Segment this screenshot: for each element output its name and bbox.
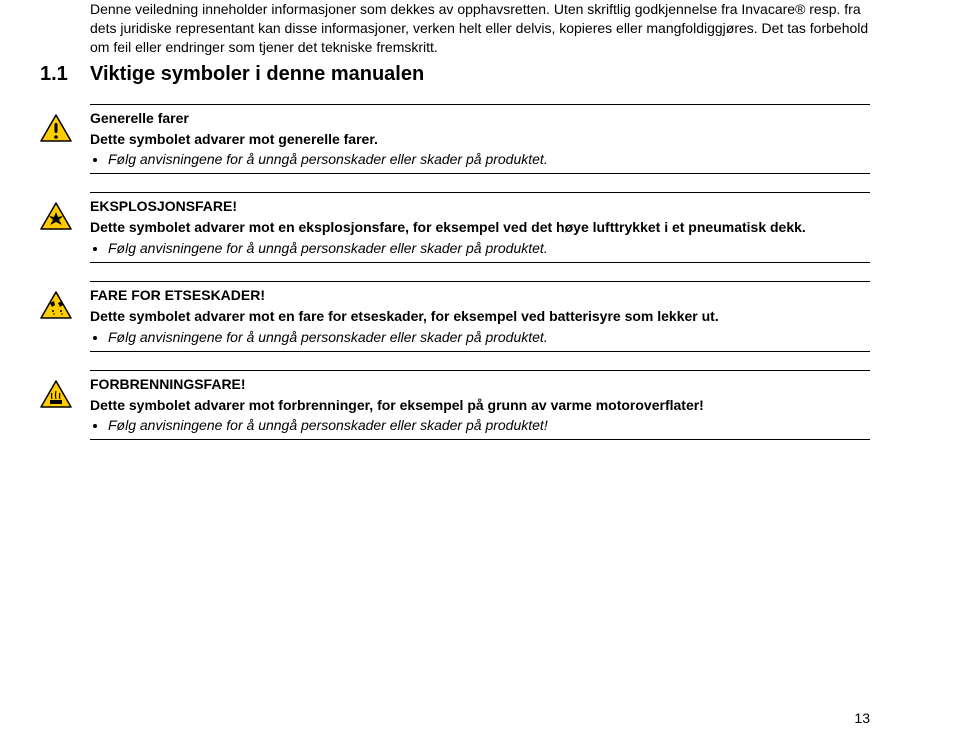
warning-corrosive-icon bbox=[40, 291, 72, 319]
hazard-subtext: Dette symbolet advarer mot forbrenninger… bbox=[90, 396, 870, 415]
divider bbox=[90, 370, 870, 371]
hazard-subtext: Dette symbolet advarer mot en eksplosjon… bbox=[90, 218, 870, 237]
warning-generic-icon bbox=[40, 114, 72, 142]
hazard-block: EKSPLOSJONSFARE! Dette symbolet advarer … bbox=[90, 192, 870, 263]
hazard-bullet: Følg anvisningene for å unngå personskad… bbox=[108, 416, 870, 435]
divider bbox=[90, 439, 870, 440]
intro-paragraph: Denne veiledning inneholder informasjone… bbox=[90, 0, 870, 57]
hazard-block: FARE FOR ETSESKADER! Dette symbolet adva… bbox=[90, 281, 870, 352]
divider bbox=[90, 104, 870, 105]
hazard-bullet: Følg anvisningene for å unngå personskad… bbox=[108, 150, 870, 169]
hazard-heading: FORBRENNINGSFARE! bbox=[90, 375, 870, 394]
section-number: 1.1 bbox=[40, 63, 90, 86]
hazard-block: Generelle farer Dette symbolet advarer m… bbox=[90, 104, 870, 175]
divider bbox=[90, 351, 870, 352]
hazard-heading: EKSPLOSJONSFARE! bbox=[90, 197, 870, 216]
page-number: 13 bbox=[854, 710, 870, 726]
warning-burn-icon bbox=[40, 380, 72, 408]
divider bbox=[90, 192, 870, 193]
divider bbox=[90, 262, 870, 263]
hazard-bullet: Følg anvisningene for å unngå personskad… bbox=[108, 239, 870, 258]
warning-explosion-icon bbox=[40, 202, 72, 230]
hazard-bullet: Følg anvisningene for å unngå personskad… bbox=[108, 328, 870, 347]
hazard-subtext: Dette symbolet advarer mot generelle far… bbox=[90, 130, 870, 149]
divider bbox=[90, 173, 870, 174]
divider bbox=[90, 281, 870, 282]
hazard-block: FORBRENNINGSFARE! Dette symbolet advarer… bbox=[90, 370, 870, 441]
section-title: Viktige symboler i denne manualen bbox=[90, 63, 424, 86]
section-header: 1.1 Viktige symboler i denne manualen bbox=[90, 63, 870, 86]
hazard-subtext: Dette symbolet advarer mot en fare for e… bbox=[90, 307, 870, 326]
hazard-heading: FARE FOR ETSESKADER! bbox=[90, 286, 870, 305]
hazard-heading: Generelle farer bbox=[90, 109, 870, 128]
